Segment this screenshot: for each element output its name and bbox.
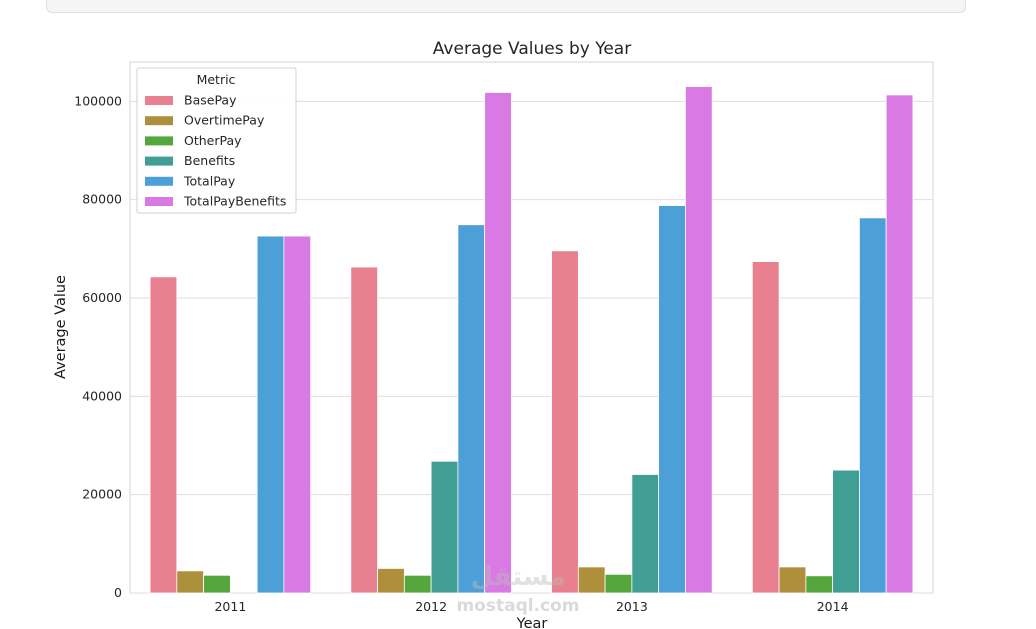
bar-otherpay-2014 [805,575,834,594]
legend-swatch [145,156,173,166]
bar-otherpay-2011 [203,574,231,594]
bar-basepay-2014 [751,261,780,594]
y-tick-label: 40000 [82,388,122,403]
y-tick-label: 60000 [82,290,122,305]
watermark: مستقل mostaql.com [456,562,579,616]
bar-benefits-2013 [631,474,660,594]
bar-totalpay-2013 [658,205,686,594]
bar-basepay-2013 [551,250,579,594]
bar-benefits-2014 [832,469,860,594]
legend-items: BasePay OvertimePay OtherPay Benefits TotalP… [145,93,286,209]
y-tick-labels: 0 20000 40000 60000 80000 100000 [74,93,122,600]
bar-totalpay-2011 [256,235,285,594]
watermark-site: mostaql.com [456,596,579,616]
bar-totalpaybenefits-2014 [885,94,914,594]
bar-overtimepay-2011 [176,570,205,594]
x-tick-label: 2014 [817,599,849,614]
legend-label: OvertimePay [184,113,265,128]
y-axis-label: Average Value [53,275,69,379]
y-tick-label: 20000 [82,487,122,502]
legend: Metric BasePay OvertimePay OtherPay Benefit… [136,67,297,214]
legend-swatch [145,116,173,126]
y-tick-label: 80000 [82,192,122,207]
legend-label: TotalPayBenefits [183,194,286,209]
watermark-logo: مستقل [470,562,565,592]
y-tick-label: 100000 [74,93,122,108]
x-tick-label: 2013 [616,599,648,614]
bar-basepay-2011 [149,276,178,594]
legend-box [136,67,297,214]
y-tick-label: 0 [114,585,122,600]
bar-overtimepay-2012 [377,568,405,594]
bar-overtimepay-2013 [577,566,606,594]
legend-label: BasePay [184,93,237,108]
legend-title: Metric [197,72,236,87]
x-tick-label: 2011 [214,599,246,614]
bar-totalpay-2014 [858,217,887,594]
chart-title: Average Values by Year [433,39,631,59]
x-tick-labels: 2011 2012 2013 2014 [214,599,848,614]
bar-basepay-2012 [350,266,378,594]
bar-totalpaybenefits-2011 [283,235,312,594]
legend-swatch [145,96,173,105]
bar-totalpay-2012 [457,224,486,594]
legend-label: TotalPay [183,173,236,188]
bar-otherpay-2012 [403,574,432,594]
legend-swatch [145,136,173,146]
bars-group [149,86,914,594]
x-tick-label: 2012 [415,599,447,614]
legend-swatch [145,197,173,206]
bar-totalpaybenefits-2012 [484,92,512,594]
legend-swatch [145,176,173,186]
bar-totalpaybenefits-2013 [685,86,713,594]
bar-benefits-2012 [430,460,459,594]
legend-label: OtherPay [184,133,242,148]
bar-overtimepay-2014 [778,566,807,594]
legend-label: Benefits [184,153,235,168]
x-axis-label: Year [516,616,548,629]
bar-otherpay-2013 [604,573,633,594]
top-panel-strip [46,0,966,13]
